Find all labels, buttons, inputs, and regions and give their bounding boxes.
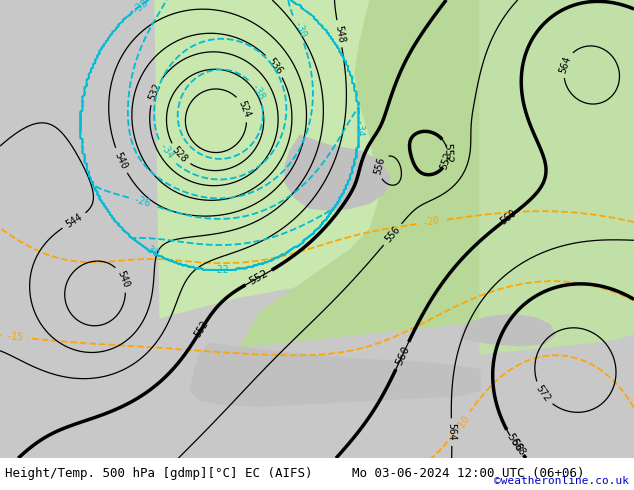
Text: -34: -34	[156, 142, 174, 162]
Text: 532: 532	[147, 82, 163, 102]
Text: 564: 564	[558, 54, 573, 74]
Text: ©weatheronline.co.uk: ©weatheronline.co.uk	[494, 476, 629, 486]
Text: 560: 560	[394, 344, 411, 367]
Text: 552: 552	[192, 319, 210, 340]
Text: -20: -20	[421, 216, 440, 228]
Text: 556: 556	[372, 156, 387, 175]
Text: 560: 560	[499, 208, 519, 226]
Text: 556: 556	[383, 224, 402, 245]
Text: -34: -34	[354, 120, 364, 138]
Polygon shape	[0, 0, 634, 458]
Text: 568: 568	[508, 438, 527, 458]
Text: 552: 552	[439, 151, 454, 171]
Text: -15: -15	[6, 331, 24, 343]
Text: -30: -30	[291, 20, 307, 40]
Text: 528: 528	[170, 145, 190, 165]
Text: Height/Temp. 500 hPa [gdmp][°C] EC (AIFS): Height/Temp. 500 hPa [gdmp][°C] EC (AIFS…	[5, 467, 313, 480]
Polygon shape	[460, 315, 555, 346]
Text: 552: 552	[442, 143, 453, 164]
Text: 548: 548	[333, 24, 346, 43]
Polygon shape	[285, 135, 390, 210]
Text: 524: 524	[236, 99, 252, 119]
Text: -10: -10	[453, 413, 471, 433]
Text: 552: 552	[247, 268, 270, 287]
Text: -26: -26	[132, 195, 152, 209]
Text: Mo 03-06-2024 12:00 UTC (06+06): Mo 03-06-2024 12:00 UTC (06+06)	[352, 467, 585, 480]
Polygon shape	[240, 0, 634, 348]
Text: 564: 564	[446, 423, 456, 441]
Polygon shape	[480, 0, 634, 354]
Text: -38: -38	[129, 0, 150, 15]
Text: 540: 540	[115, 269, 131, 289]
Text: -22: -22	[212, 265, 230, 275]
Polygon shape	[0, 0, 180, 458]
Text: 540: 540	[113, 150, 129, 171]
Text: 572: 572	[534, 384, 552, 404]
Polygon shape	[155, 0, 634, 318]
Text: -38: -38	[249, 82, 266, 102]
Polygon shape	[190, 343, 480, 406]
Text: 568: 568	[505, 432, 524, 454]
Text: 536: 536	[265, 56, 284, 76]
Text: -30: -30	[140, 243, 160, 260]
Text: 544: 544	[64, 212, 84, 230]
